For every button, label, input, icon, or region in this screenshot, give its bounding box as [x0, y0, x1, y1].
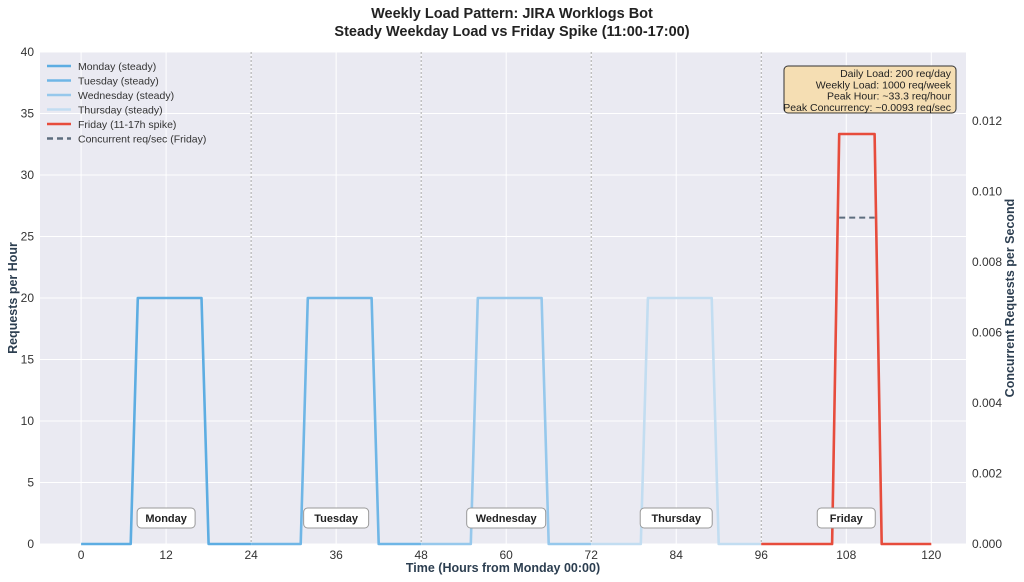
- y-tick-label: 20: [21, 291, 35, 305]
- y2-tick-label: 0.000: [972, 537, 1002, 551]
- day-label: Tuesday: [314, 513, 359, 525]
- y-tick-label: 5: [27, 476, 34, 490]
- x-tick-label: 96: [755, 548, 769, 562]
- y-tick-label: 35: [21, 107, 35, 121]
- chart-subtitle: Steady Weekday Load vs Friday Spike (11:…: [334, 24, 689, 40]
- day-label: Thursday: [651, 513, 701, 525]
- y2-tick-label: 0.002: [972, 467, 1002, 481]
- y-axis-label: Requests per Hour: [6, 242, 20, 354]
- day-label-box: [466, 507, 547, 529]
- y2-tick-label: 0.006: [972, 326, 1002, 340]
- y-tick-label: 30: [21, 168, 35, 182]
- annotation-line: Peak Concurrency: ~0.0093 req/sec: [783, 102, 951, 114]
- series-line: [81, 296, 252, 546]
- y2-tick-label: 0.008: [972, 255, 1002, 269]
- day-label: Friday: [830, 513, 864, 525]
- day-label-box: [639, 507, 713, 529]
- y-tick-label: 10: [21, 414, 35, 428]
- legend-label: Thursday (steady): [78, 105, 163, 117]
- x-tick-label: 24: [244, 548, 258, 562]
- day-label-box: [303, 507, 370, 529]
- legend-label: Tuesday (steady): [78, 76, 159, 88]
- day-labels: Monday Tuesday Wednesday Thursday Friday: [136, 507, 876, 529]
- x-ticks: 0 12 24 36 48 60 72 84 96 108 120: [78, 548, 942, 562]
- legend: Monday (steady) Tuesday (steady) Wednesday…: [47, 61, 206, 146]
- legend-label: Concurrent req/sec (Friday): [78, 134, 206, 146]
- annotation-line: Peak Hour: ~33.3 req/hour: [827, 91, 952, 103]
- legend-label: Monday (steady): [78, 61, 156, 73]
- day-label-box: [136, 507, 196, 529]
- x-tick-label: 36: [329, 548, 343, 562]
- annotation-line: Weekly Load: 1000 req/week: [816, 79, 952, 91]
- legend-label: Wednesday (steady): [78, 90, 174, 102]
- y2-tick-label: 0.004: [972, 396, 1002, 410]
- chart-title: Weekly Load Pattern: JIRA Worklogs Bot: [371, 6, 653, 22]
- y-tick-label: 25: [21, 230, 35, 244]
- legend-label: Friday (11-17h spike): [78, 119, 176, 131]
- annotation-line: Daily Load: 200 req/day: [840, 68, 952, 80]
- day-label: Wednesday: [476, 513, 538, 525]
- series-line: [591, 296, 762, 546]
- x-axis-label: Time (Hours from Monday 00:00): [406, 561, 600, 575]
- series-lines: [81, 132, 932, 546]
- series-line: [421, 296, 592, 546]
- y-ticks: 0 5 10 15 20 25 30 35 40: [21, 45, 35, 551]
- x-tick-label: 0: [78, 548, 85, 562]
- y2-axis-label: Concurrent Requests per Second: [1003, 199, 1017, 398]
- series-line: [251, 296, 422, 546]
- x-tick-label: 120: [921, 548, 941, 562]
- y-tick-label: 0: [27, 537, 34, 551]
- y-tick-label: 15: [21, 353, 35, 367]
- x-tick-label: 72: [585, 548, 599, 562]
- x-tick-label: 12: [159, 548, 173, 562]
- x-tick-label: 84: [670, 548, 684, 562]
- x-tick-label: 108: [836, 548, 856, 562]
- day-label-box: [816, 507, 876, 529]
- y-tick-label: 40: [21, 45, 35, 59]
- y2-ticks: 0.000 0.002 0.004 0.006 0.008 0.010 0.012: [972, 114, 1002, 551]
- annotation-box: [783, 65, 957, 114]
- day-dividers: [250, 52, 762, 544]
- day-label: Monday: [145, 513, 187, 525]
- x-tick-label: 48: [414, 548, 428, 562]
- y2-tick-label: 0.010: [972, 185, 1002, 199]
- y2-tick-label: 0.012: [972, 114, 1002, 128]
- x-tick-label: 60: [500, 548, 514, 562]
- series-line: [761, 132, 932, 546]
